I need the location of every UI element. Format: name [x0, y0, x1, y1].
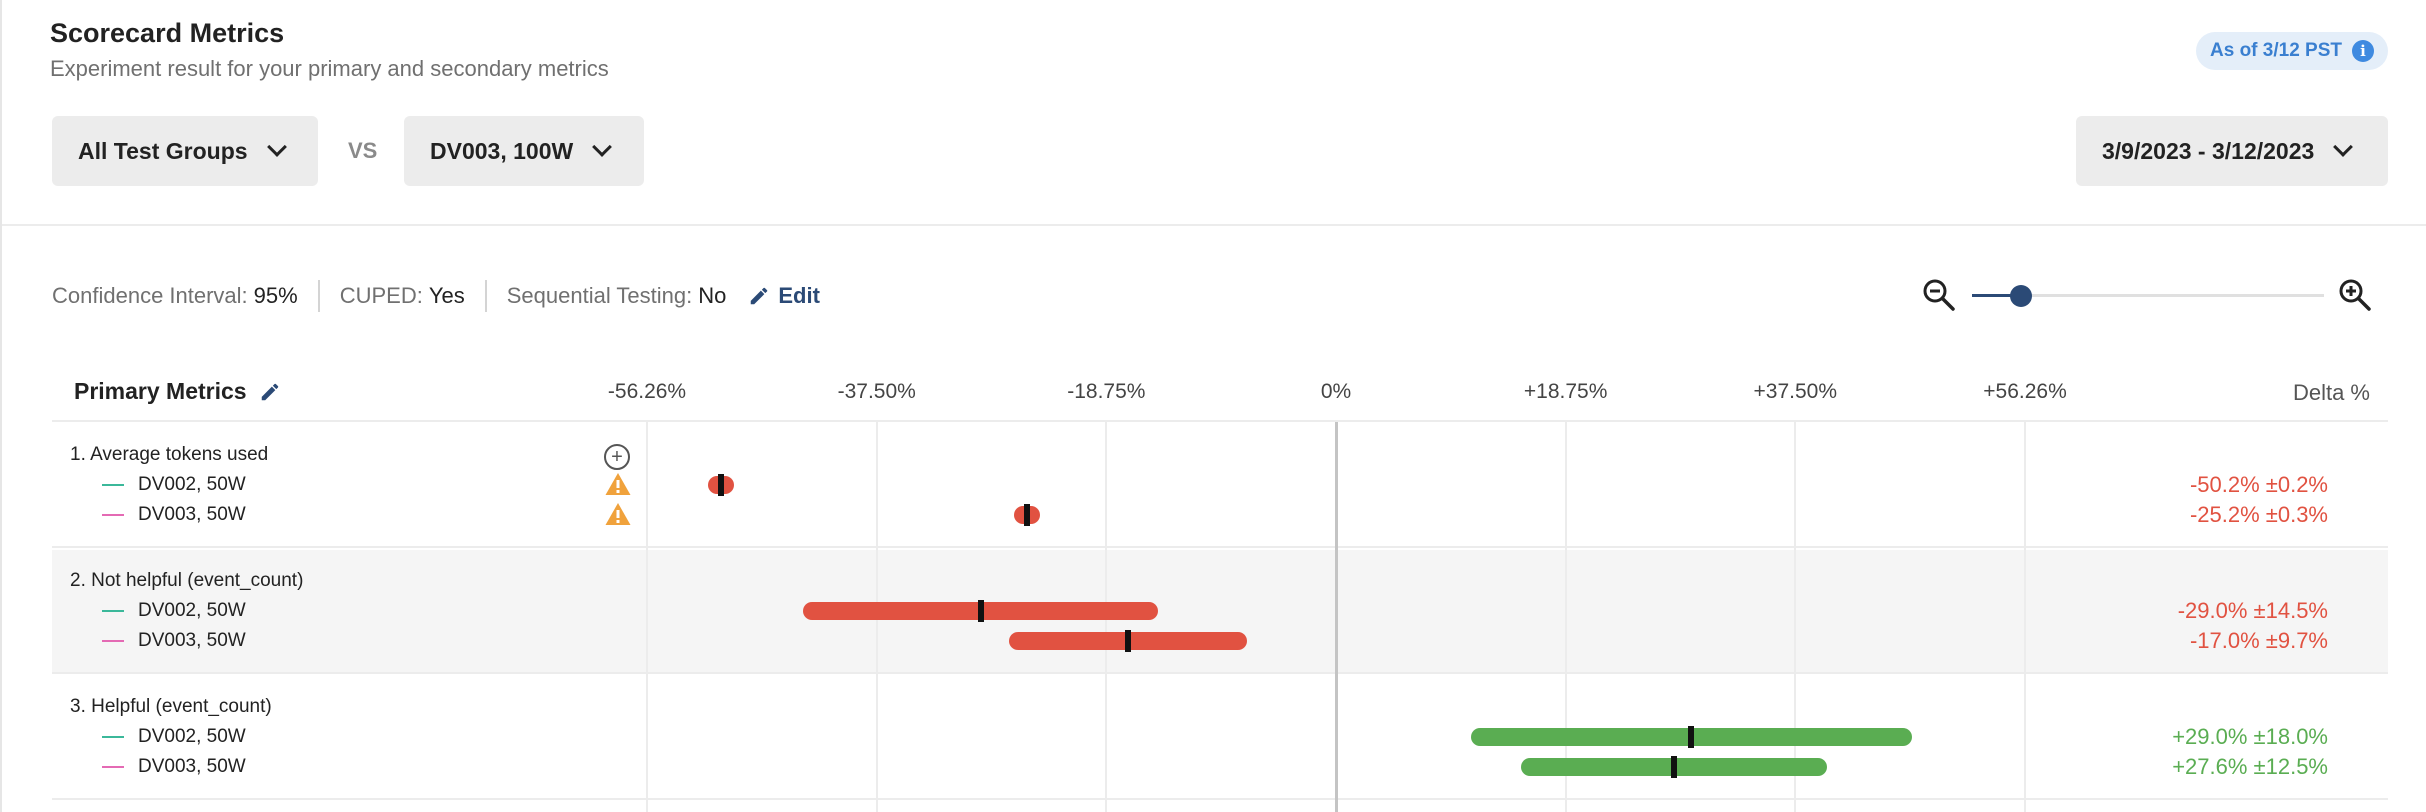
axis-tick-label: 0%	[1320, 380, 1352, 403]
chevron-down-icon	[266, 137, 287, 157]
metric-row: 2. Not helpful (event_count) DV002, 50W …	[52, 550, 2388, 674]
legend-line-dv003	[102, 514, 124, 516]
settings-separator	[484, 280, 487, 312]
metric-row: 3. Helpful (event_count) DV002, 50W DV00…	[52, 676, 2388, 800]
sequential-label: Sequential Testing:	[506, 283, 693, 308]
zoom-slider-fill	[1972, 294, 2022, 297]
group-b-label: DV003, 100W	[430, 137, 574, 164]
chevron-down-icon	[2333, 137, 2354, 157]
edit-settings-button[interactable]: Edit	[748, 283, 820, 309]
metric-name: 2. Not helpful (event_count)	[70, 570, 304, 591]
group-b-dropdown[interactable]: DV003, 100W	[404, 116, 644, 186]
ci-label: Confidence Interval:	[52, 283, 248, 308]
delta-value: +27.6% ±12.5%	[2172, 754, 2328, 779]
legend-line-dv003	[102, 766, 124, 768]
axis-tick-label: -18.75%	[1067, 380, 1146, 403]
metrics-header-row: Primary Metrics -56.26% -37.50% -18.75% 0% +…	[52, 364, 2388, 422]
axis-tick-label: +37.50%	[1753, 380, 1838, 403]
zoom-out-icon[interactable]	[1922, 278, 1956, 312]
variant-name: DV003, 50W	[138, 630, 246, 651]
variant-row: DV002, 50W	[102, 474, 246, 496]
pencil-icon	[751, 287, 768, 305]
legend-line-dv002	[102, 484, 124, 486]
add-metric-icon[interactable]: +	[604, 444, 630, 470]
delta-value: -50.2% ±0.2%	[2189, 472, 2328, 497]
delta-value: -17.0% ±9.7%	[2189, 628, 2328, 653]
variant-row: DV003, 50W	[102, 630, 246, 652]
axis-tick-label: +18.75%	[1523, 380, 1608, 403]
warning-icon[interactable]	[604, 471, 632, 497]
settings-separator	[317, 280, 320, 312]
date-range-dropdown[interactable]: 3/9/2023 - 3/12/2023	[2076, 116, 2388, 186]
page-title: Scorecard Metrics	[50, 18, 285, 48]
variant-name: DV002, 50W	[138, 474, 246, 495]
warning-icon[interactable]	[604, 501, 632, 527]
variant-row: DV002, 50W	[102, 726, 246, 748]
variant-name: DV002, 50W	[138, 600, 246, 621]
variant-name: DV002, 50W	[138, 726, 246, 747]
zoom-slider-track	[1972, 294, 2324, 297]
metric-name: 3. Helpful (event_count)	[70, 696, 272, 717]
axis-tick-label: -37.50%	[837, 380, 916, 403]
primary-metrics-heading: Primary Metrics	[74, 378, 281, 405]
analysis-settings: Confidence Interval: 95% CUPED: Yes Sequ…	[52, 280, 820, 312]
delta-header: Delta %	[2292, 380, 2370, 405]
as-of-label: As of 3/12 PST	[2210, 40, 2342, 61]
primary-metrics-label: Primary Metrics	[74, 378, 247, 404]
variant-row: DV003, 50W	[102, 756, 246, 778]
zoom-slider-thumb[interactable]	[2010, 285, 2033, 307]
ci-value: 95%	[253, 283, 298, 308]
legend-line-dv002	[102, 610, 124, 612]
group-a-dropdown[interactable]: All Test Groups	[52, 116, 318, 186]
group-a-label: All Test Groups	[78, 137, 248, 164]
cuped-value: Yes	[428, 283, 465, 308]
cuped-label: CUPED:	[339, 283, 423, 308]
zoom-in-icon[interactable]	[2338, 278, 2372, 312]
delta-value: +29.0% ±18.0%	[2172, 724, 2328, 749]
axis-tick-label: -56.26%	[607, 380, 687, 403]
info-icon[interactable]: i	[2352, 40, 2374, 62]
variant-row: DV003, 50W	[102, 504, 246, 526]
vs-label: VS	[348, 138, 378, 163]
date-range-label: 3/9/2023 - 3/12/2023	[2102, 137, 2315, 164]
sequential-value: No	[698, 283, 727, 308]
as-of-badge[interactable]: As of 3/12 PST i	[2196, 32, 2388, 70]
axis-tick-label: +56.26%	[1983, 380, 2067, 403]
zoom-slider[interactable]	[1972, 284, 2324, 308]
edit-label: Edit	[778, 283, 820, 308]
delta-value: -25.2% ±0.3%	[2189, 502, 2328, 527]
delta-value: -29.0% ±14.5%	[2177, 598, 2328, 623]
variant-name: DV003, 50W	[138, 756, 246, 777]
pencil-icon[interactable]	[259, 381, 281, 403]
chevron-down-icon	[592, 137, 613, 157]
variant-name: DV003, 50W	[138, 504, 246, 525]
page-subtitle: Experiment result for your primary and s…	[50, 56, 609, 81]
metric-name: 1. Average tokens used	[70, 444, 269, 465]
legend-line-dv002	[102, 736, 124, 738]
variant-row: DV002, 50W	[102, 600, 246, 622]
legend-line-dv003	[102, 640, 124, 642]
section-divider	[2, 224, 2426, 226]
metric-row: 1. Average tokens used DV002, 50W DV003,…	[52, 424, 2388, 548]
